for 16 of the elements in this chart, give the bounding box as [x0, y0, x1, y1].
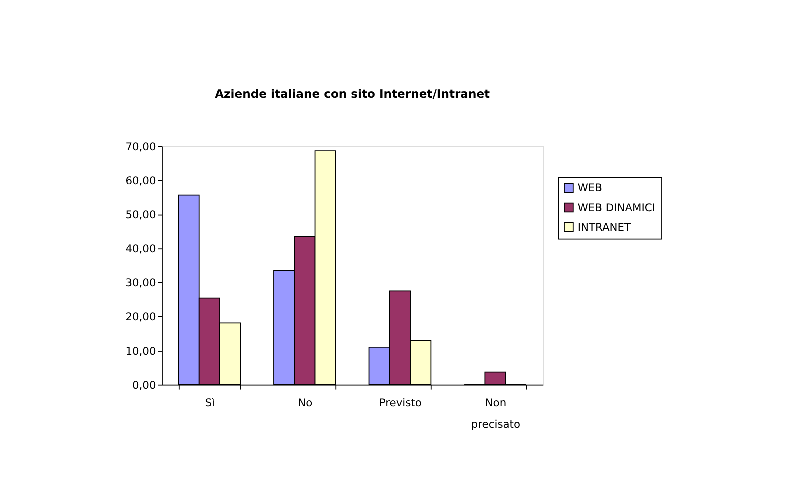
x-tick-label: Sì: [205, 396, 216, 410]
legend-label: WEB DINAMICI: [578, 201, 656, 214]
y-tick-label: 30,00: [126, 276, 156, 290]
chart-title: Aziende italiane con sito Internet/Intranet: [215, 87, 491, 102]
y-tick-label: 70,00: [126, 140, 156, 154]
y-tick-label: 50,00: [126, 208, 156, 222]
x-tick-label: No: [298, 396, 313, 410]
y-tick-label: 10,00: [126, 344, 156, 358]
y-tick-label: 0,00: [132, 378, 156, 392]
legend-label: WEB: [578, 182, 602, 195]
y-tick-label: 60,00: [126, 174, 156, 188]
x-tick-label: Previsto: [379, 396, 422, 410]
y-tick-label: 40,00: [126, 242, 156, 256]
y-tick-label: 20,00: [126, 310, 156, 324]
x-tick-label: Non precisato: [471, 396, 521, 432]
legend-label: INTRANET: [578, 220, 632, 234]
